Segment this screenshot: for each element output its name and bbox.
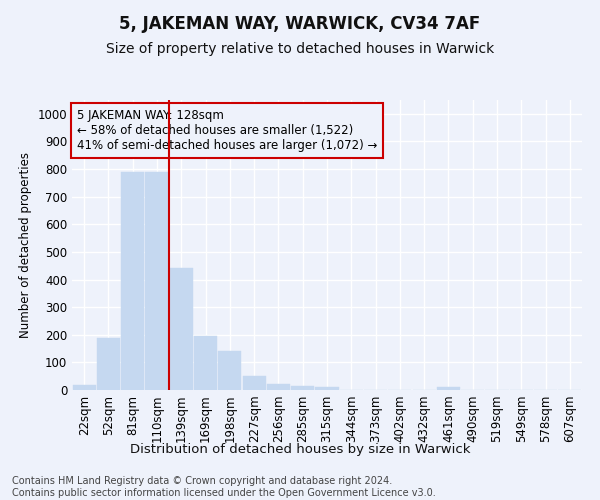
Bar: [242, 376, 266, 390]
Bar: [73, 385, 95, 390]
Bar: [97, 338, 120, 390]
Bar: [437, 387, 460, 390]
Bar: [316, 387, 338, 390]
Text: 5 JAKEMAN WAY: 128sqm
← 58% of detached houses are smaller (1,522)
41% of semi-d: 5 JAKEMAN WAY: 128sqm ← 58% of detached …: [77, 108, 377, 152]
Bar: [291, 386, 314, 390]
Text: Distribution of detached houses by size in Warwick: Distribution of detached houses by size …: [130, 442, 470, 456]
Text: 5, JAKEMAN WAY, WARWICK, CV34 7AF: 5, JAKEMAN WAY, WARWICK, CV34 7AF: [119, 15, 481, 33]
Bar: [170, 268, 193, 390]
Bar: [218, 352, 241, 390]
Bar: [267, 384, 290, 390]
Bar: [121, 172, 144, 390]
Text: Contains HM Land Registry data © Crown copyright and database right 2024.
Contai: Contains HM Land Registry data © Crown c…: [12, 476, 436, 498]
Bar: [145, 172, 169, 390]
Text: Size of property relative to detached houses in Warwick: Size of property relative to detached ho…: [106, 42, 494, 56]
Y-axis label: Number of detached properties: Number of detached properties: [19, 152, 32, 338]
Bar: [194, 336, 217, 390]
